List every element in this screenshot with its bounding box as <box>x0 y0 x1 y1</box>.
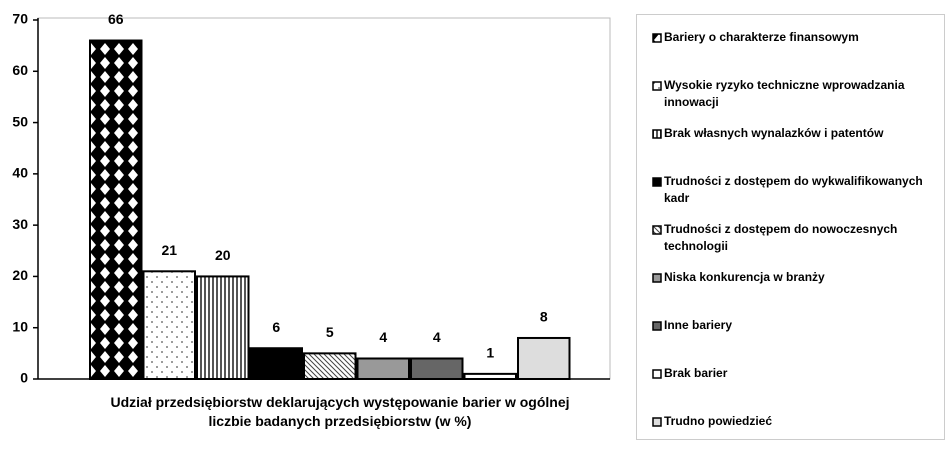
legend: Bariery o charakterze finansowym Wysokie … <box>636 14 945 440</box>
data-label: 66 <box>108 11 124 27</box>
legend-swatch <box>652 369 662 379</box>
data-label: 21 <box>161 242 177 258</box>
legend-item: Trudności z dostępem do wykwalifikowanyc… <box>652 173 936 221</box>
chart: 0 10 20 30 40 50 60 70 66 21 20 6 5 4 4 1 8 <box>12 11 611 386</box>
legend-label: Niska konkurencja w branży <box>664 270 825 284</box>
bar <box>356 357 410 381</box>
y-tick-label: 0 <box>20 370 28 386</box>
bar <box>303 352 357 381</box>
legend-swatch-box <box>652 369 662 379</box>
bar <box>463 372 517 381</box>
y-tick-label: 40 <box>12 165 28 181</box>
bar <box>249 347 303 381</box>
legend-swatch <box>652 225 662 235</box>
legend-swatch <box>652 417 662 427</box>
legend-item: Brak własnych wynalazków i patentów <box>652 125 936 173</box>
bar <box>89 39 143 381</box>
legend-label: Inne bariery <box>664 318 733 332</box>
legend-swatch <box>652 177 662 187</box>
y-tick-label: 60 <box>12 62 28 78</box>
legend-label: Wysokie ryzyko techniczne wprowadzania i… <box>664 78 905 109</box>
legend-label: Trudności z dostępem do wykwalifikowanyc… <box>664 174 923 205</box>
page: {"chart_data": {"type": "bar", "xlabel":… <box>12 10 945 440</box>
legend-label: Trudno powiedzieć <box>664 414 773 428</box>
data-label: 6 <box>272 319 280 335</box>
data-label: 4 <box>379 329 387 345</box>
bar <box>517 336 571 381</box>
y-tick-label: 30 <box>12 216 28 232</box>
legend-swatch-box <box>652 81 662 91</box>
y-tick-label: 10 <box>12 318 28 334</box>
data-label: 1 <box>486 345 494 361</box>
data-label: 5 <box>326 324 334 340</box>
legend-item: Trudno powiedzieć <box>652 413 936 461</box>
legend-swatch-box <box>652 33 662 43</box>
legend-swatch-box <box>652 129 662 139</box>
legend-swatch <box>652 321 662 331</box>
data-label: 8 <box>540 309 548 325</box>
y-tick-label: 70 <box>12 11 28 27</box>
legend-swatch-box <box>652 417 662 427</box>
y-tick-label: 20 <box>12 267 28 283</box>
data-label: 4 <box>433 329 441 345</box>
y-tick-label: 50 <box>12 113 28 129</box>
legend-label: Bariery o charakterze finansowym <box>664 30 859 44</box>
data-label: 20 <box>215 247 231 263</box>
bar <box>196 275 250 380</box>
legend-item: Brak barier <box>652 365 936 413</box>
legend-swatch-box <box>652 273 662 283</box>
legend-item: Trudności z dostępem do nowoczesnych tec… <box>652 221 936 269</box>
legend-label: Trudności z dostępem do nowoczesnych tec… <box>664 222 898 253</box>
legend-label: Brak własnych wynalazków i patentów <box>664 126 884 140</box>
legend-label: Brak barier <box>664 366 728 380</box>
legend-item: Bariery o charakterze finansowym <box>652 29 936 77</box>
legend-swatch-box <box>652 321 662 331</box>
legend-swatch-box <box>652 225 662 235</box>
bar <box>410 357 464 381</box>
legend-swatch <box>652 33 662 43</box>
legend-swatch <box>652 81 662 91</box>
legend-item: Wysokie ryzyko techniczne wprowadzania i… <box>652 77 936 125</box>
legend-item: Niska konkurencja w branży <box>652 269 936 317</box>
legend-swatch-box <box>652 177 662 187</box>
legend-swatch <box>652 129 662 139</box>
x-axis-label: Udział przedsiębiorstw deklarujących wys… <box>110 394 570 429</box>
legend-item: Inne bariery <box>652 317 936 365</box>
legend-swatch <box>652 273 662 283</box>
bar <box>142 270 196 380</box>
